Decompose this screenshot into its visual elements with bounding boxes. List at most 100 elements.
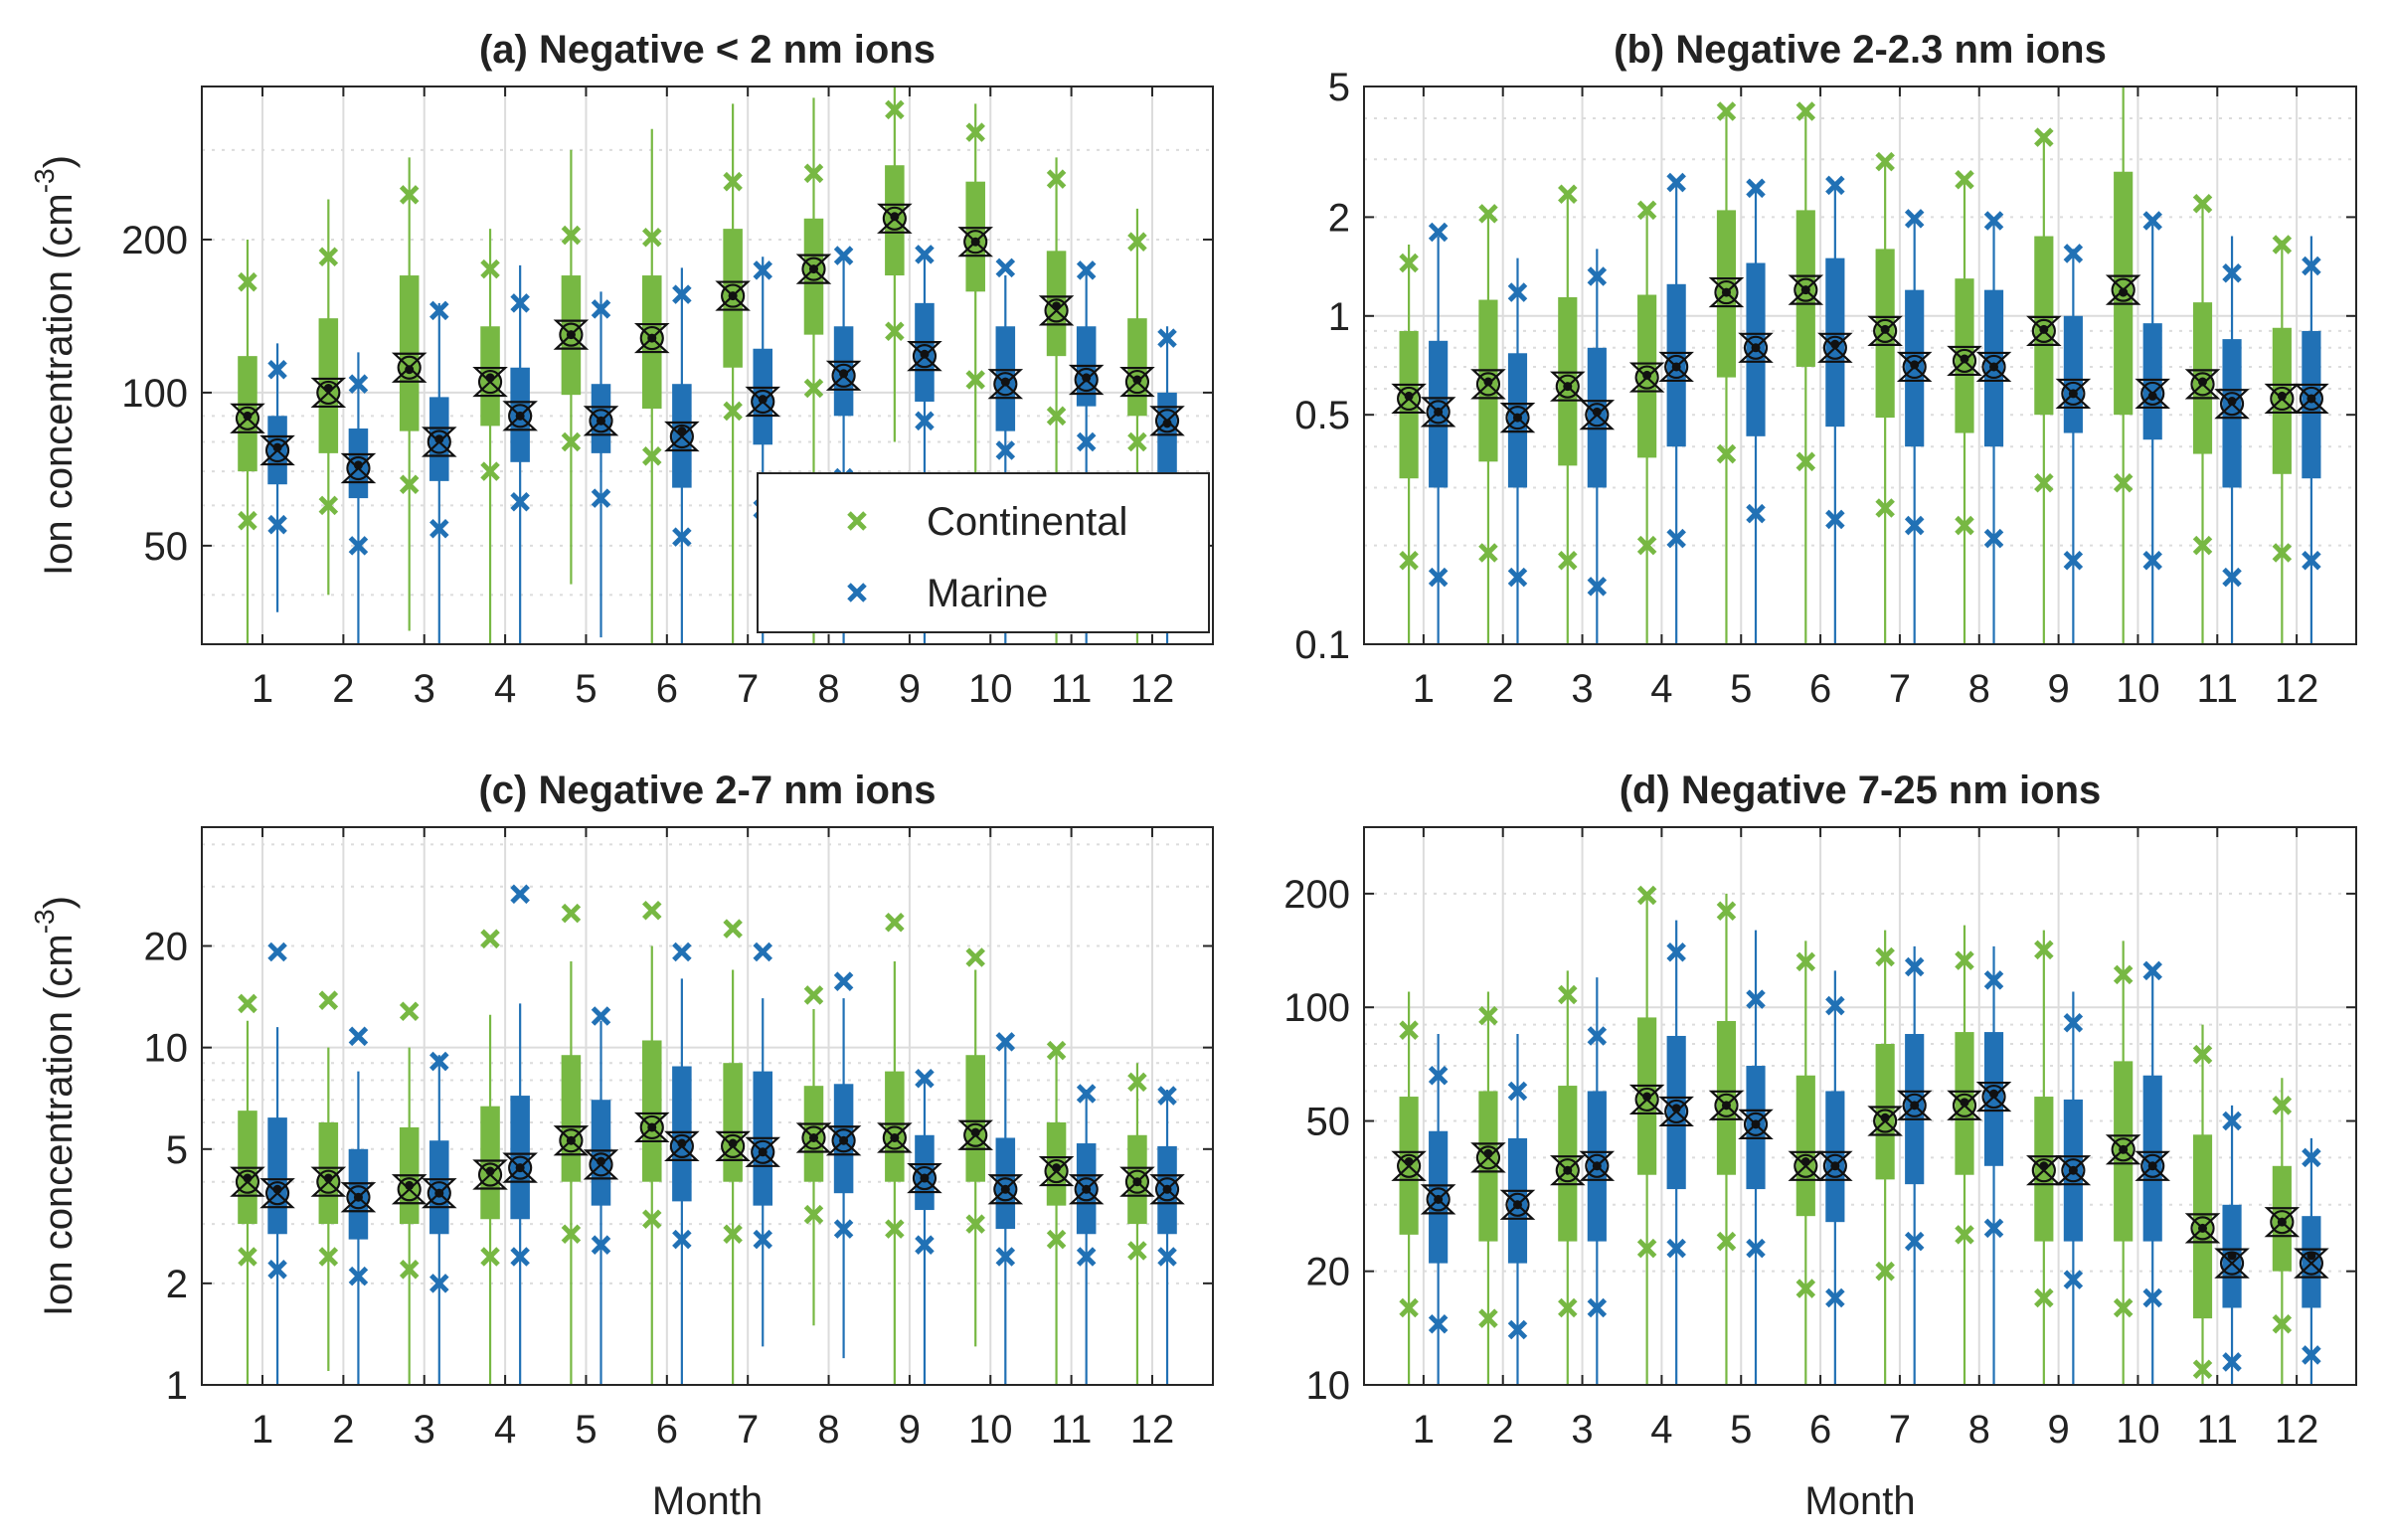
cross-stroke <box>803 1204 824 1225</box>
box-continental-month-11 <box>2184 193 2221 644</box>
median-marker <box>583 1149 619 1180</box>
median-circle <box>801 257 826 281</box>
p95-marker <box>723 919 743 939</box>
cross-stroke <box>318 247 339 267</box>
box-continental-month-7 <box>1867 930 1903 1385</box>
p5-marker <box>318 495 339 516</box>
cross-stroke <box>1076 431 1097 452</box>
mean-dot <box>1512 1200 1522 1210</box>
cross-stroke <box>510 491 530 512</box>
mean-dot <box>434 434 444 444</box>
median-circle <box>1822 335 1847 360</box>
mean-dot <box>1671 1104 1681 1113</box>
p5-marker <box>1746 503 1766 524</box>
p5-marker <box>1428 567 1449 588</box>
mean-dot <box>677 1138 687 1148</box>
y-axis: 10 20 50 100 200 <box>1283 873 2356 1408</box>
p95-marker <box>1636 200 1657 221</box>
box-iqr <box>1558 297 1578 466</box>
box-iqr <box>1558 1086 1578 1242</box>
cross-stroke <box>1666 1238 1686 1259</box>
legend-label: Marine <box>927 572 1048 615</box>
median-marker <box>1149 1174 1185 1205</box>
median-circle <box>963 1122 988 1147</box>
p95-marker <box>833 246 854 265</box>
legend-marker <box>847 511 867 531</box>
cross-stroke <box>672 527 692 547</box>
median-marker <box>633 1112 670 1143</box>
cross-stroke <box>238 510 257 531</box>
p95-marker <box>723 171 743 192</box>
cross-stroke <box>1478 1005 1498 1026</box>
x-tick-label: 9 <box>2047 667 2069 711</box>
cross-stroke <box>672 941 692 962</box>
p5-marker <box>885 321 905 342</box>
median-marker <box>1708 276 1745 308</box>
p5-marker <box>561 1224 582 1245</box>
box-marine-month-6 <box>664 267 700 644</box>
cross-stroke <box>1507 1081 1528 1102</box>
p5-marker <box>1795 1279 1816 1298</box>
p5-marker <box>399 1260 420 1280</box>
cross-stroke <box>348 536 369 556</box>
mean-dot <box>1880 324 1890 334</box>
mean-dot <box>2119 1144 2129 1154</box>
mean-dot <box>2147 1161 2157 1171</box>
mean-dot <box>2277 391 2287 401</box>
box-continental-month-4 <box>1628 200 1665 644</box>
p5-marker <box>1507 567 1528 588</box>
cross-stroke <box>2113 1297 2134 1318</box>
median-circle <box>721 283 746 308</box>
box-continental-month-10 <box>2105 86 2141 644</box>
box-marine-month-10 <box>987 1032 1024 1385</box>
box-continental-month-2 <box>310 990 347 1371</box>
p95-marker <box>1716 101 1737 121</box>
median-circle <box>1555 1158 1580 1183</box>
median-marker <box>1119 366 1155 398</box>
p95-marker <box>348 1026 369 1047</box>
p5-marker <box>591 488 611 508</box>
p95-marker <box>1983 211 2004 231</box>
box-marine-month-3 <box>1579 977 1616 1385</box>
p95-marker <box>1746 989 1766 1009</box>
mean-dot <box>1434 1194 1444 1204</box>
p5-marker <box>2192 1359 2213 1380</box>
mean-dot <box>1592 407 1602 417</box>
box-continental-month-9 <box>877 912 913 1385</box>
cross-stroke <box>2142 211 2162 231</box>
box-iqr <box>1825 1091 1845 1223</box>
box-continental-month-4 <box>472 929 508 1385</box>
p95-marker <box>995 257 1016 278</box>
cross-stroke <box>1955 1225 1974 1245</box>
mean-dot <box>272 1184 282 1194</box>
mean-dot <box>1642 1092 1652 1102</box>
cross-stroke <box>723 171 743 192</box>
median-circle <box>721 1133 746 1158</box>
p5-marker <box>2113 1297 2134 1318</box>
median-circle <box>882 206 907 231</box>
cross-stroke <box>965 1214 985 1234</box>
box-continental-month-11 <box>2184 1024 2221 1385</box>
legend: Continental Marine <box>757 472 1210 633</box>
cross-stroke <box>238 1247 257 1267</box>
p95-marker <box>1904 956 1925 977</box>
y-tick-label: 100 <box>121 372 188 416</box>
cross-stroke <box>480 1247 500 1267</box>
median-marker <box>1817 1150 1853 1181</box>
cross-stroke <box>1127 1072 1147 1093</box>
median-circle <box>1475 1145 1501 1170</box>
median-marker <box>259 1178 295 1209</box>
median-marker <box>1867 1106 1903 1136</box>
median-marker <box>745 386 781 418</box>
mean-dot <box>1162 419 1172 428</box>
cross-stroke <box>2302 550 2321 571</box>
median-marker <box>987 1174 1024 1205</box>
p95-marker <box>510 884 530 905</box>
box-iqr <box>2302 330 2321 479</box>
median-marker <box>1738 332 1774 363</box>
x-tick-label: 10 <box>968 667 1013 711</box>
p5-marker <box>480 1247 500 1267</box>
p5-marker <box>723 1224 743 1245</box>
cross-stroke <box>2034 1287 2054 1308</box>
cross-stroke <box>1875 498 1895 518</box>
